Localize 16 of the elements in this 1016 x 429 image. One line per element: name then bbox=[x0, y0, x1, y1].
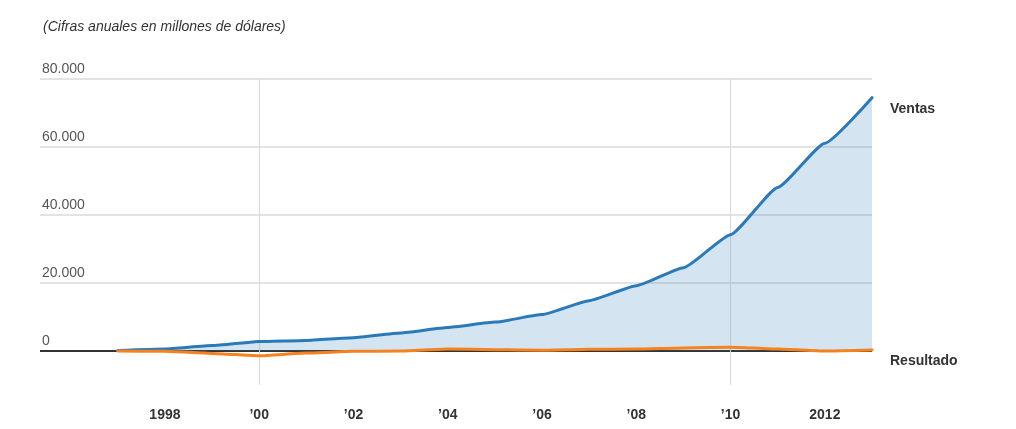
x-tick-label: ’00 bbox=[249, 406, 270, 422]
y-tick-label: 20.000 bbox=[42, 264, 86, 280]
y-tick-label: 60.000 bbox=[42, 128, 86, 144]
x-tick-label: ’10 bbox=[720, 406, 741, 422]
x-tick-label: ’06 bbox=[532, 406, 552, 422]
y-tick-label: 0 bbox=[42, 332, 50, 348]
x-tick-label: 1998 bbox=[149, 406, 181, 422]
x-tick-label: ’08 bbox=[626, 406, 647, 422]
chart-title: (Cifras anuales en millones de dólares) bbox=[43, 18, 286, 34]
x-tick-label: ’02 bbox=[343, 406, 364, 422]
y-tick-label: 80.000 bbox=[42, 60, 86, 76]
x-tick-label: ’04 bbox=[438, 406, 458, 422]
y-tick-label: 40.000 bbox=[42, 196, 86, 212]
series-label: Ventas bbox=[890, 99, 936, 116]
series-label: Resultado bbox=[890, 351, 958, 368]
x-tick-label: 2012 bbox=[809, 406, 841, 422]
